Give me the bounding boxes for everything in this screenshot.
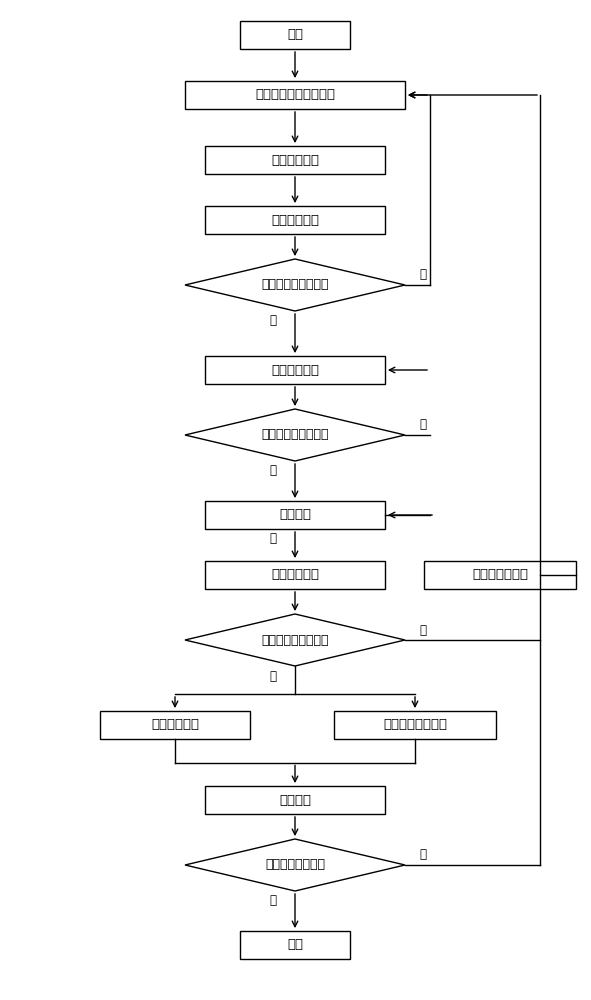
Text: 是: 是 [269,464,277,478]
Bar [334,711,496,739]
Bar [205,146,385,174]
Text: 结束: 结束 [287,938,303,952]
Text: 钙针到达腐蚀液面？: 钙针到达腐蚀液面？ [261,278,329,292]
Text: 是: 是 [269,670,277,682]
Bar [205,561,385,589]
Text: 步进电机正转: 步进电机正转 [271,214,319,227]
Bar [240,931,350,959]
Text: 钙针到达指定深度？: 钙针到达指定深度？ [261,428,329,442]
Text: 开始: 开始 [287,28,303,41]
Text: 是: 是 [269,894,277,908]
Text: 改变精腐蚀电压: 改变精腐蚀电压 [472,568,528,582]
Polygon shape [185,409,405,461]
Text: 否: 否 [420,848,427,861]
Text: 步进电机正转: 步进电机正转 [271,363,319,376]
Bar [100,711,250,739]
Bar [205,786,385,814]
Text: 钙针脱离腐蚀液面？: 钙针脱离腐蚀液面？ [261,634,329,647]
Text: 是: 是 [269,314,277,328]
Bar [240,21,350,49]
Text: 否: 否 [420,418,427,432]
Text: 是: 是 [269,532,277,546]
Text: 否: 否 [420,268,427,282]
Text: 腐蚀电压开启: 腐蚀电压开启 [271,153,319,166]
Text: 参数设置及系统初始化: 参数设置及系统初始化 [255,89,335,102]
Text: 计时开始: 计时开始 [279,508,311,522]
Bar [205,206,385,234]
Text: 否: 否 [420,624,427,637]
Bar [424,561,576,589]
Bar [185,81,405,109]
Text: 完成精腐蚀过程？: 完成精腐蚀过程？ [265,858,325,871]
Polygon shape [185,614,405,666]
Text: 腐蚀电压切断: 腐蚀电压切断 [151,718,199,732]
Polygon shape [185,259,405,311]
Text: 计时结束: 计时结束 [279,794,311,806]
Bar [205,501,385,529]
Text: 步进电机反转: 步进电机反转 [271,568,319,582]
Bar [205,356,385,384]
Text: 步进电机加速反转: 步进电机加速反转 [383,718,447,732]
Polygon shape [185,839,405,891]
